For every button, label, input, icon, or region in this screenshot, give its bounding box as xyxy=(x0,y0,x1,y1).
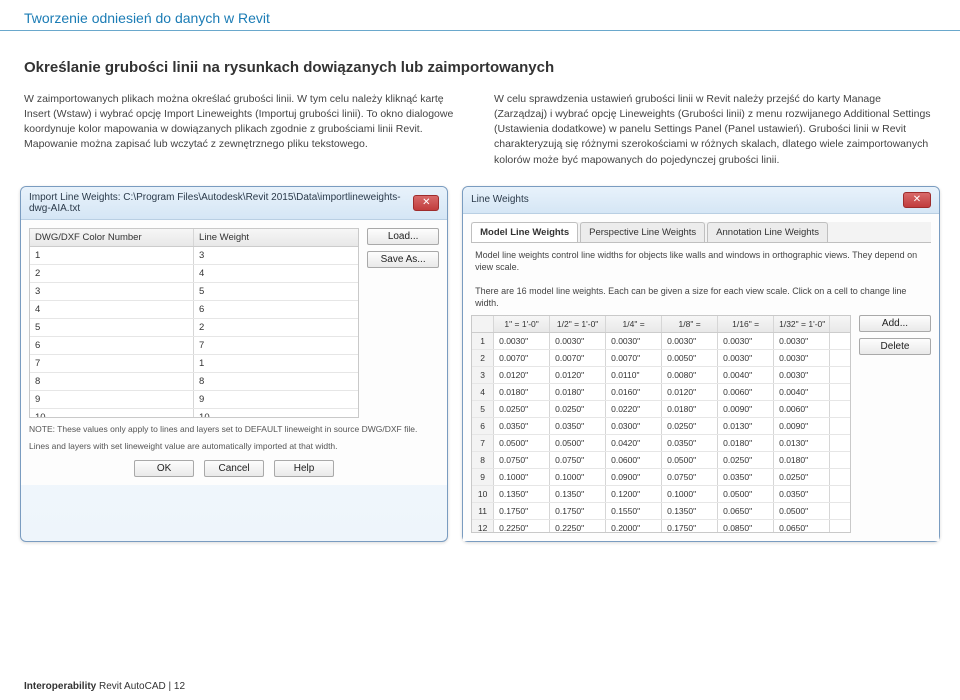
table-row[interactable]: 13 xyxy=(30,247,358,265)
desc-1: Model line weights control line widths f… xyxy=(471,243,931,279)
table-row[interactable]: 88 xyxy=(30,373,358,391)
col-header: 1/32" = 1'-0" xyxy=(774,316,830,332)
footer-bold: Interoperability xyxy=(24,681,96,692)
import-grid: DWG/DXF Color Number Line Weight 1324354… xyxy=(29,228,359,418)
table-row[interactable]: 100.1350"0.1350"0.1200"0.1000"0.0500"0.0… xyxy=(472,486,850,503)
delete-button[interactable]: Delete xyxy=(859,338,931,355)
dialog-title-right: Line Weights xyxy=(471,194,529,205)
load-button[interactable]: Load... xyxy=(367,228,439,245)
column-left: W zaimportowanych plikach można określać… xyxy=(24,92,466,168)
table-row[interactable]: 50.0250"0.0250"0.0220"0.0180"0.0090"0.00… xyxy=(472,401,850,418)
table-row[interactable]: 120.2250"0.2250"0.2000"0.1750"0.0850"0.0… xyxy=(472,520,850,533)
dialog-title-left: Import Line Weights: C:\Program Files\Au… xyxy=(29,192,413,214)
table-row[interactable]: 99 xyxy=(30,391,358,409)
table-row[interactable]: 80.0750"0.0750"0.0600"0.0500"0.0250"0.01… xyxy=(472,452,850,469)
text-columns: W zaimportowanych plikach można określać… xyxy=(0,92,960,186)
table-row[interactable]: 60.0350"0.0350"0.0300"0.0250"0.0130"0.00… xyxy=(472,418,850,435)
dialogs-row: Import Line Weights: C:\Program Files\Au… xyxy=(0,186,960,543)
close-icon[interactable]: ✕ xyxy=(903,192,931,208)
table-row[interactable]: 110.1750"0.1750"0.1550"0.1350"0.0650"0.0… xyxy=(472,503,850,520)
cancel-button[interactable]: Cancel xyxy=(204,460,264,477)
footer: Interoperability Revit AutoCAD | 12 xyxy=(24,681,185,692)
add-button[interactable]: Add... xyxy=(859,315,931,332)
column-right: W celu sprawdzenia ustawień grubości lin… xyxy=(494,92,936,168)
col-header: 1" = 1'-0" xyxy=(494,316,550,332)
page-header: Tworzenie odniesień do danych w Revit xyxy=(0,0,960,30)
table-row[interactable]: 1010 xyxy=(30,409,358,418)
note-line-1: NOTE: These values only apply to lines a… xyxy=(29,424,439,435)
table-row[interactable]: 67 xyxy=(30,337,358,355)
side-buttons-right: Add... Delete xyxy=(859,315,931,533)
tab-annotation[interactable]: Annotation Line Weights xyxy=(707,222,828,242)
col-header-dwg: DWG/DXF Color Number xyxy=(30,229,194,246)
header-divider xyxy=(0,30,960,31)
table-row[interactable]: 40.0180"0.0180"0.0160"0.0120"0.0060"0.00… xyxy=(472,384,850,401)
lineweights-grid: 1" = 1'-0"1/2" = 1'-0"1/4" =1/8" =1/16" … xyxy=(471,315,851,533)
col-header: 1/4" = xyxy=(606,316,662,332)
table-row[interactable]: 70.0500"0.0500"0.0420"0.0350"0.0180"0.01… xyxy=(472,435,850,452)
ok-button[interactable]: OK xyxy=(134,460,194,477)
table-row[interactable]: 10.0030"0.0030"0.0030"0.0030"0.0030"0.00… xyxy=(472,333,850,350)
tab-model[interactable]: Model Line Weights xyxy=(471,222,578,242)
table-row[interactable]: 46 xyxy=(30,301,358,319)
col-header: 1/16" = xyxy=(718,316,774,332)
footer-rest: Revit AutoCAD | 12 xyxy=(96,681,185,692)
section-title: Określanie grubości linii na rysunkach d… xyxy=(0,59,960,78)
close-icon[interactable]: ✕ xyxy=(413,195,439,211)
saveas-button[interactable]: Save As... xyxy=(367,251,439,268)
desc-2: There are 16 model line weights. Each ca… xyxy=(471,279,931,315)
table-row[interactable]: 71 xyxy=(30,355,358,373)
col-header xyxy=(472,316,494,332)
col-header: 1/2" = 1'-0" xyxy=(550,316,606,332)
tab-perspective[interactable]: Perspective Line Weights xyxy=(580,222,705,242)
col-header: 1/8" = xyxy=(662,316,718,332)
tabs: Model Line Weights Perspective Line Weig… xyxy=(471,222,931,243)
import-lineweights-dialog: Import Line Weights: C:\Program Files\Au… xyxy=(20,186,448,543)
table-row[interactable]: 24 xyxy=(30,265,358,283)
table-row[interactable]: 90.1000"0.1000"0.0900"0.0750"0.0350"0.02… xyxy=(472,469,850,486)
table-row[interactable]: 52 xyxy=(30,319,358,337)
titlebar-left: Import Line Weights: C:\Program Files\Au… xyxy=(21,187,447,220)
table-row[interactable]: 35 xyxy=(30,283,358,301)
table-row[interactable]: 20.0070"0.0070"0.0070"0.0050"0.0030"0.00… xyxy=(472,350,850,367)
note-line-2: Lines and layers with set lineweight val… xyxy=(29,441,439,452)
lineweights-dialog: Line Weights ✕ Model Line Weights Perspe… xyxy=(462,186,940,543)
table-row[interactable]: 30.0120"0.0120"0.0110"0.0080"0.0040"0.00… xyxy=(472,367,850,384)
side-buttons-left: Load... Save As... xyxy=(367,228,439,418)
help-button[interactable]: Help xyxy=(274,460,334,477)
col-header-weight: Line Weight xyxy=(194,229,358,246)
titlebar-right: Line Weights ✕ xyxy=(463,187,939,214)
